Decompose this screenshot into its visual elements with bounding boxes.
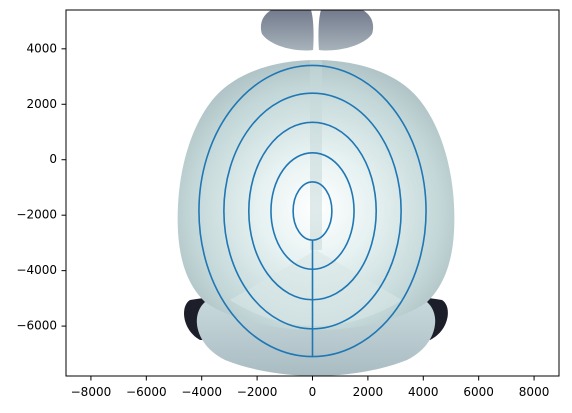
- y-tick-label: −4000: [16, 263, 57, 277]
- y-tick-label: −2000: [16, 208, 57, 222]
- x-tick-label: 2000: [353, 385, 384, 399]
- contour-lines: [198, 64, 427, 358]
- x-axis: −8000 −6000 −4000 −2000 0 2000 4000 6000…: [71, 376, 550, 399]
- y-axis: −6000 −4000 −2000 0 2000 4000: [16, 41, 66, 333]
- x-tick-label: −2000: [237, 385, 278, 399]
- contour-ellipse-1: [292, 181, 333, 241]
- x-tick-label: 0: [309, 385, 317, 399]
- x-tick-label: −8000: [71, 385, 112, 399]
- x-tick-label: 4000: [408, 385, 439, 399]
- olfactory-bulb-left: [260, 10, 314, 51]
- midline-shade: [310, 60, 322, 250]
- y-tick-label: 2000: [26, 97, 57, 111]
- x-tick-label: −6000: [126, 385, 167, 399]
- x-tick-label: 6000: [463, 385, 494, 399]
- posterior-shade: [230, 250, 402, 326]
- y-tick-label: 4000: [26, 41, 57, 55]
- olfactory-bulb-right: [318, 10, 374, 51]
- y-tick-label: −6000: [16, 319, 57, 333]
- y-tick-label: 0: [49, 152, 57, 166]
- x-tick-label: −4000: [181, 385, 222, 399]
- x-tick-label: 8000: [519, 385, 550, 399]
- brain-image: [177, 10, 455, 376]
